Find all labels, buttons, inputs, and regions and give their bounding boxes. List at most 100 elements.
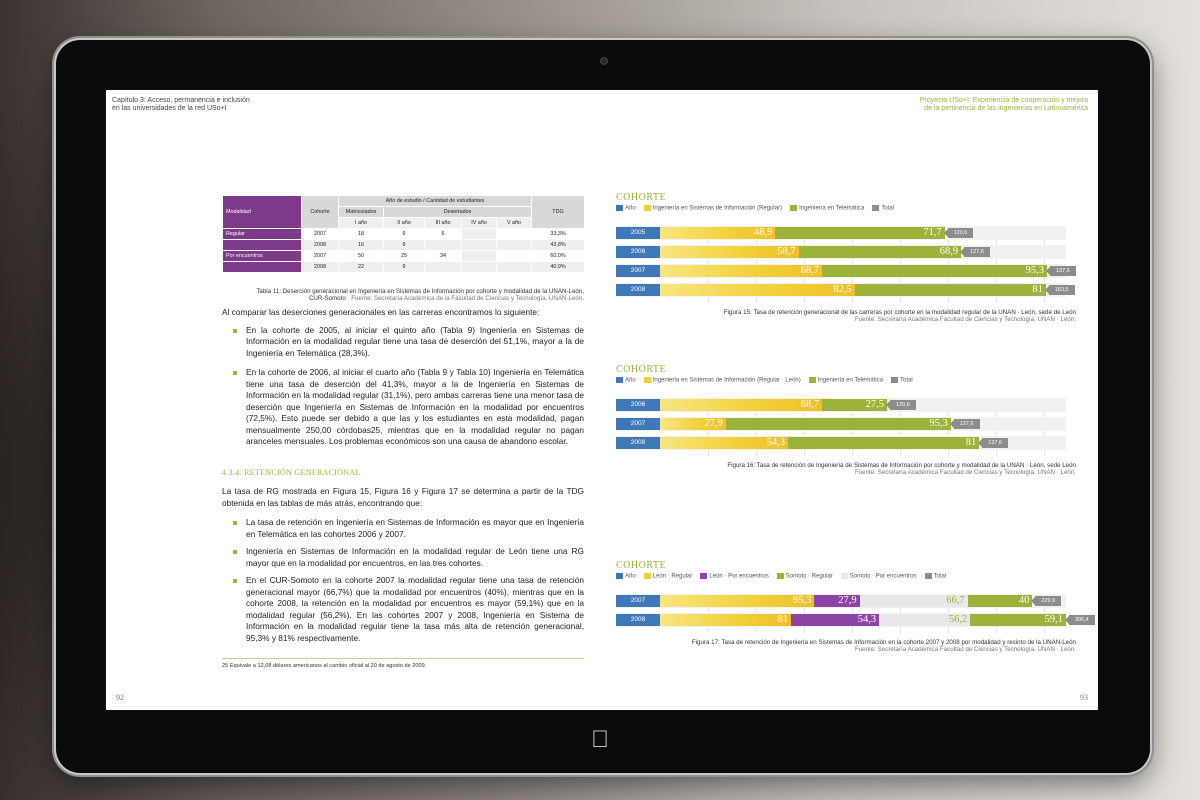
bar-row: 2006 58,7 68,9 127,6: [616, 246, 990, 258]
figure-caption-source: Fuente: Secretaría Académica Facultad de…: [854, 646, 1076, 653]
table-header-tdg: TDG: [531, 195, 585, 229]
bar-segment: 82,5: [660, 284, 855, 296]
chart-title: COHORTE: [616, 192, 667, 203]
chart-title: COHORTE: [616, 560, 667, 571]
legend-item: Ingeniería en Sistemas de Información (R…: [643, 377, 801, 384]
chart-plot-area: 2005 48,9 71,7 120,6 2006 58,7 68,9 127,6 2007 68…: [616, 226, 1076, 303]
legend-label: León · Por encuentros: [709, 573, 769, 580]
category-label: 2008: [616, 614, 660, 626]
total-label: 137,6: [978, 438, 1009, 448]
page-number-right: 93: [1080, 693, 1088, 702]
legend-label: León · Regular: [652, 573, 693, 580]
table-caption: Tabla 11: Deserción generacional en Inge…: [256, 288, 584, 302]
total-label: 127,6: [960, 247, 990, 257]
legend-swatch: [872, 205, 880, 211]
legend-swatch: [808, 377, 816, 383]
category-label: 2008: [616, 437, 660, 449]
legend-label: Ingeniería en Telemática: [817, 377, 884, 384]
total-label: 120,6: [943, 228, 974, 238]
table-year: III año: [424, 217, 462, 229]
document-spread: Capítulo 3: Acceso, permanencia e inclus…: [106, 90, 1098, 710]
bar-row: 2008 54,3 81 137,6: [616, 437, 1009, 449]
category-label: 2006: [616, 246, 660, 258]
section-heading: 4.3.4. RETENCIÓN GENERACIONAL: [222, 468, 361, 477]
chart-legend: Año Ingeniería en Sistemas de Información…: [616, 377, 1076, 384]
legend-swatch: [643, 377, 651, 383]
table-year: II año: [383, 217, 425, 229]
table-header-cohorte: Cohorte: [301, 195, 339, 229]
figure-caption: Figura 15: Tasa de retención generaciona…: [616, 309, 1076, 323]
bar-row: 2005 48,9 71,7 120,6: [616, 227, 974, 239]
bar-segment: 81: [854, 284, 1046, 296]
legend-label: Somoto · Regular: [785, 573, 833, 580]
category-label: 2006: [616, 399, 660, 411]
legend-item: Total: [924, 573, 947, 580]
total-label: 127,6: [949, 419, 980, 429]
legend-label: Ingeniería en Telemática: [799, 205, 865, 212]
page-number-left: 92: [116, 693, 124, 702]
bar-segment: 81: [788, 437, 980, 449]
bar-segment: 95,3: [660, 595, 815, 607]
figure-caption: Figura 17: Tasa de retención de Ingenier…: [616, 639, 1076, 653]
bar-segment: 27,9: [814, 595, 860, 607]
section-heading-block: 4.3.4. RETENCIÓN GENERACIONAL: [222, 467, 584, 479]
legend-item: Año: [616, 377, 636, 384]
header-left: Capítulo 3: Acceso, permanencia e inclus…: [112, 97, 250, 112]
total-label: 306,4: [1064, 615, 1095, 625]
legend-swatch: [700, 573, 708, 579]
list-item: La tasa de retención en Ingeniería en Si…: [222, 517, 584, 540]
table-year: IV año: [461, 217, 497, 229]
footnote: 25 Equivale a 12,08 dólares americanos a…: [222, 658, 584, 669]
legend-label: Total: [881, 205, 895, 212]
legend-item: Total: [872, 205, 894, 212]
legend-swatch: [891, 377, 899, 383]
table-row: Por encuentros 2007 50 25 34 60,0%: [222, 250, 585, 262]
list-item: En la cohorte de 2005, al iniciar el qui…: [222, 325, 584, 360]
legend-swatch: [840, 573, 848, 579]
table-header-group: Año de estudio / Cantidad de estudiantes: [338, 195, 532, 207]
bar-segment: 95,3: [725, 418, 951, 430]
chart-legend: Año Ingeniería en Sistemas de Información…: [616, 205, 1076, 212]
legend-item: Somoto · Regular: [776, 573, 833, 580]
bar-row: 2007 68,7 95,3 137,6: [616, 265, 1076, 277]
chart-title: COHORTE: [616, 364, 667, 375]
legend-item: Año: [616, 573, 636, 580]
table-row: 2008 22 9 40,9%: [222, 261, 585, 273]
list-item: Ingeniería en Sistemas de Información en…: [222, 546, 584, 569]
bar-row: 2008 82,5 81 163,5: [616, 284, 1075, 296]
header-right: Proyecto USo+I: Experiencia de cooperaci…: [919, 97, 1088, 112]
legend-label: Total: [933, 573, 947, 580]
apple-logo-icon: : [591, 726, 609, 754]
total-label: 120,6: [886, 400, 916, 410]
legend-item: León · Por encuentros: [700, 573, 769, 580]
table-row: 2008 16 9 43,8%: [222, 239, 585, 251]
category-label: 2007: [616, 595, 660, 607]
bar-segment: 66,7: [859, 595, 968, 607]
bar-row: 2006 68,7 27,5 120,6: [616, 399, 916, 411]
total-label: 163,5: [1044, 285, 1075, 295]
chart-figura-16: COHORTE Año Ingeniería en Sistemas de Info…: [616, 364, 1076, 484]
bar-segment: 40: [967, 595, 1033, 607]
camera-dot: [600, 57, 608, 65]
category-label: 2007: [616, 265, 660, 277]
bar-row: 2007 27,9 95,3 127,6: [616, 418, 980, 430]
bar-segment: 59,1: [970, 614, 1066, 626]
bar-segment: 68,9: [798, 246, 962, 258]
legend-item: Total: [891, 377, 913, 384]
list-item: En la cohorte de 2006, al iniciar el cua…: [222, 367, 584, 448]
legend-label: Somoto · Por encuentros: [849, 573, 917, 580]
legend-label: Total: [900, 377, 913, 384]
body-text-2: La tasa de RG mostrada en Figura 15, Fig…: [222, 486, 584, 644]
legend-item: Ingeniería en Telemática: [808, 377, 884, 384]
bullet-list-2: La tasa de retención en Ingeniería en Si…: [222, 517, 584, 644]
legend-swatch: [643, 205, 651, 211]
legend-item: Ingeniería en Telemática: [790, 205, 864, 212]
intro-paragraph: Al comparar las deserciones generacional…: [222, 307, 540, 317]
figure-caption-text: Figura 15: Tasa de retención generaciona…: [723, 309, 1076, 316]
table-year: I año: [338, 217, 384, 229]
list-item: En el CUR-Somoto en la cohorte 2007 la m…: [222, 575, 584, 644]
legend-label: Año: [625, 377, 636, 384]
bar-segment: 54,3: [791, 614, 880, 626]
bar-segment: 95,3: [822, 265, 1048, 277]
bar-segment: 68,7: [660, 399, 823, 411]
